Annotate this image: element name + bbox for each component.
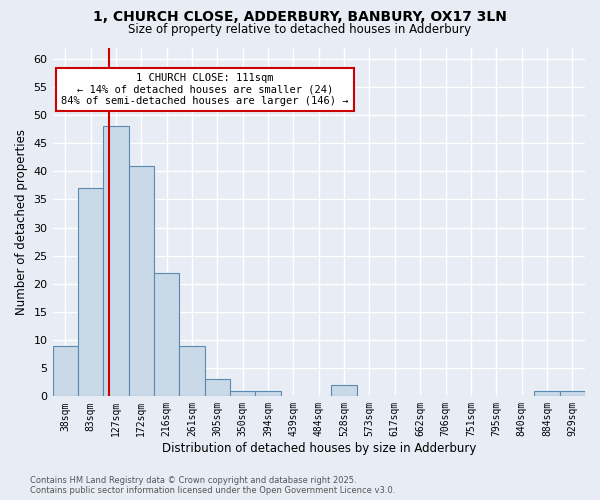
Y-axis label: Number of detached properties: Number of detached properties [15,129,28,315]
X-axis label: Distribution of detached houses by size in Adderbury: Distribution of detached houses by size … [161,442,476,455]
Bar [205,380,230,396]
Bar [78,188,103,396]
Text: 1, CHURCH CLOSE, ADDERBURY, BANBURY, OX17 3LN: 1, CHURCH CLOSE, ADDERBURY, BANBURY, OX1… [93,10,507,24]
Bar [230,390,256,396]
Bar [53,346,78,397]
Text: Size of property relative to detached houses in Adderbury: Size of property relative to detached ho… [128,22,472,36]
Text: 1 CHURCH CLOSE: 111sqm
← 14% of detached houses are smaller (24)
84% of semi-det: 1 CHURCH CLOSE: 111sqm ← 14% of detached… [61,73,349,106]
Text: Contains HM Land Registry data © Crown copyright and database right 2025.
Contai: Contains HM Land Registry data © Crown c… [30,476,395,495]
Bar [534,390,560,396]
Bar [256,390,281,396]
Bar [154,272,179,396]
Bar [179,346,205,397]
Bar [560,390,585,396]
Bar [128,166,154,396]
Bar [331,385,357,396]
Bar [103,126,128,396]
